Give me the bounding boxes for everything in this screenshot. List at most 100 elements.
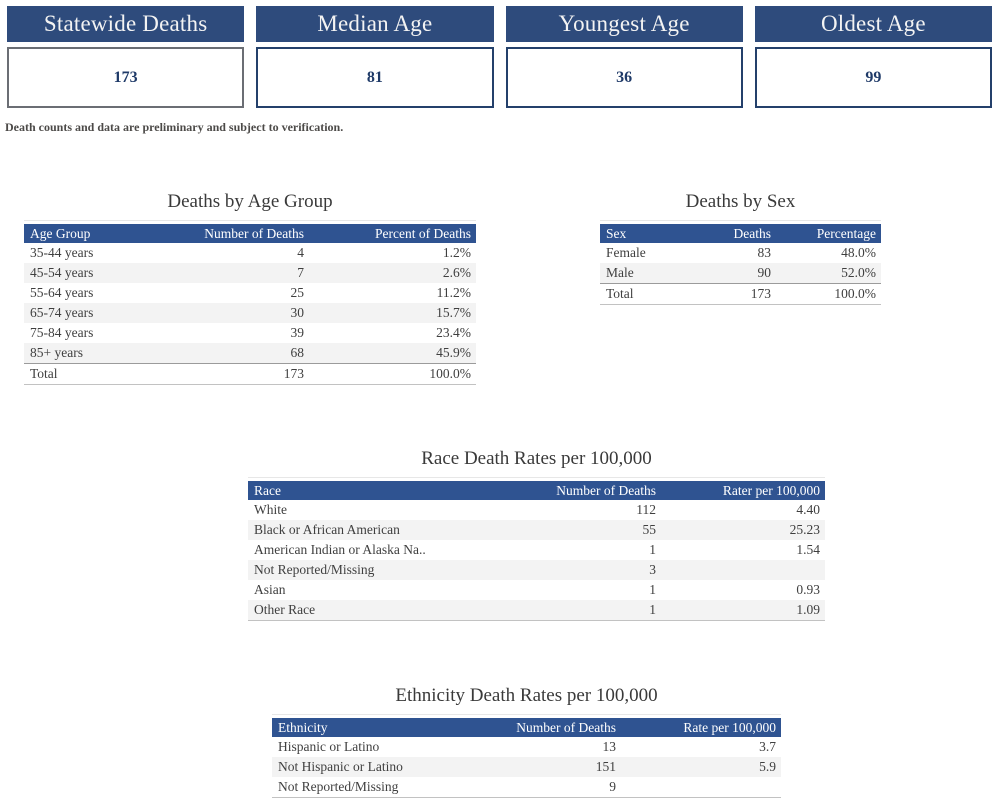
table-cell: 23.4% <box>436 325 471 340</box>
table-cell: 83 <box>757 245 772 260</box>
kpi-value: 173 <box>113 68 138 86</box>
deaths-by-sex-table: Sex Deaths Percentage Female 83 48.0% Male 90 52… <box>600 220 881 305</box>
column-header: Percentage <box>816 225 876 241</box>
table-cell: 55-64 years <box>30 285 94 300</box>
table-cell: 2.6% <box>442 265 471 280</box>
table-header-row: Sex Deaths Percentage <box>600 224 881 243</box>
column-header: Number of Deaths <box>204 225 304 241</box>
table-cell: 1 <box>649 602 656 617</box>
table-cell: 9 <box>609 779 616 794</box>
age-table-title: Deaths by Age Group <box>167 191 333 212</box>
disclaimer-text: Death counts and data are preliminary an… <box>5 120 344 134</box>
table-cell: 48.0% <box>841 245 876 260</box>
table-cell: 112 <box>636 502 656 517</box>
table-cell: American Indian or Alaska Na.. <box>254 542 426 557</box>
table-row[interactable]: White 112 4.40 <box>248 500 825 520</box>
table-header-row: Age Group Number of Deaths Percent of Deat… <box>24 224 476 243</box>
table-cell: Hispanic or Latino <box>278 739 380 754</box>
table-row[interactable]: Total 173 100.0% <box>24 363 476 384</box>
race-death-rates-table: Race Number of Deaths Rater per 100,000 Whi… <box>248 477 825 621</box>
table-cell: 11.2% <box>436 285 471 300</box>
column-header: Deaths <box>733 225 772 241</box>
table-row[interactable]: 85+ years 68 45.9% <box>24 343 476 363</box>
table-cell: 90 <box>757 265 772 280</box>
table-cell: Black or African American <box>254 522 400 537</box>
table-cell: 35-44 years <box>30 245 94 260</box>
table-row[interactable]: Hispanic or Latino 13 3.7 <box>272 737 781 757</box>
table-cell: Other Race <box>254 602 316 617</box>
table-header-row: Race Number of Deaths Rater per 100,000 <box>248 481 825 500</box>
table-row[interactable]: 75-84 years 39 23.4% <box>24 323 476 343</box>
table-row[interactable]: 45-54 years 7 2.6% <box>24 263 476 283</box>
table-cell: 39 <box>290 325 305 340</box>
kpi-title: Oldest Age <box>754 6 992 42</box>
table-cell: 55 <box>642 522 657 537</box>
kpi-value-box[interactable]: 99 <box>754 47 992 108</box>
table-row[interactable]: Not Reported/Missing 9 <box>272 777 781 797</box>
table-cell: 173 <box>283 366 304 381</box>
table-cell: Total <box>606 286 634 301</box>
table-body: 35-44 years 4 1.2% 45-54 years 7 2.6% 55-64 ye… <box>24 243 476 385</box>
column-header: Number of Deaths <box>516 719 616 735</box>
column-header: Age Group <box>30 225 91 241</box>
kpi-title: Statewide Deaths <box>7 6 245 42</box>
table-cell: 45-54 years <box>30 265 94 280</box>
table-row[interactable]: Other Race 1 1.09 <box>248 600 825 620</box>
kpi-card-median-age: Median Age 81 <box>256 6 494 108</box>
table-cell: 1.54 <box>796 542 820 557</box>
kpi-title: Youngest Age <box>505 6 743 42</box>
table-row[interactable]: Not Reported/Missing 3 <box>248 560 825 580</box>
table-row[interactable]: Female 83 48.0% <box>600 243 881 263</box>
kpi-value: 99 <box>865 68 882 86</box>
table-cell: 5.9 <box>759 759 776 774</box>
column-header: Sex <box>606 225 627 241</box>
table-cell: Not Hispanic or Latino <box>278 759 403 774</box>
table-cell: Total <box>30 366 58 381</box>
table-row[interactable]: Total 173 100.0% <box>600 283 881 304</box>
table-body: Female 83 48.0% Male 90 52.0% Total 173 100.0% <box>600 243 881 305</box>
table-row[interactable]: 35-44 years 4 1.2% <box>24 243 476 263</box>
kpi-value: 36 <box>616 68 633 86</box>
table-cell: 75-84 years <box>30 325 94 340</box>
table-cell: 1 <box>649 582 656 597</box>
table-body: Hispanic or Latino 13 3.7 Not Hispanic or L… <box>272 737 781 798</box>
table-cell: 1.2% <box>442 245 471 260</box>
race-table-title: Race Death Rates per 100,000 <box>421 448 652 469</box>
column-header: Number of Deaths <box>556 482 656 498</box>
table-row[interactable]: 65-74 years 30 15.7% <box>24 303 476 323</box>
table-cell: 30 <box>290 305 305 320</box>
table-header-row: Ethnicity Number of Deaths Rate per 100,00… <box>272 718 781 737</box>
table-cell: 100.0% <box>429 366 471 381</box>
table-cell: 45.9% <box>436 345 471 360</box>
kpi-value-box[interactable]: 173 <box>7 47 245 108</box>
table-cell: 100.0% <box>834 286 876 301</box>
table-cell: 52.0% <box>841 265 876 280</box>
kpi-card-statewide-deaths: Statewide Deaths 173 <box>7 6 245 108</box>
table-cell: 25 <box>290 285 305 300</box>
table-row[interactable]: Not Hispanic or Latino 151 5.9 <box>272 757 781 777</box>
table-row[interactable]: American Indian or Alaska Na.. 1 1.54 <box>248 540 825 560</box>
table-cell: 85+ years <box>30 345 83 360</box>
ethnicity-death-rates-table: Ethnicity Number of Deaths Rate per 100,00… <box>272 714 781 798</box>
table-row[interactable]: Male 90 52.0% <box>600 263 881 283</box>
kpi-value-box[interactable]: 81 <box>256 47 494 108</box>
table-cell: 3 <box>649 562 656 577</box>
kpi-value: 81 <box>366 68 383 86</box>
table-cell: 7 <box>297 265 304 280</box>
kpi-card-youngest-age: Youngest Age 36 <box>505 6 743 108</box>
table-row[interactable]: 55-64 years 25 11.2% <box>24 283 476 303</box>
kpi-value-box[interactable]: 36 <box>505 47 743 108</box>
kpi-row: Statewide Deaths 173 Median Age 81 Youngest … <box>7 6 992 108</box>
table-cell: 3.7 <box>759 739 776 754</box>
table-cell: 25.23 <box>789 522 820 537</box>
table-row[interactable]: Black or African American 55 25.23 <box>248 520 825 540</box>
table-cell: 65-74 years <box>30 305 94 320</box>
kpi-title: Median Age <box>256 6 494 42</box>
table-row[interactable]: Asian 1 0.93 <box>248 580 825 600</box>
table-cell: 4.40 <box>796 502 820 517</box>
column-header: Percent of Deaths <box>375 225 471 241</box>
table-cell: 15.7% <box>436 305 471 320</box>
table-cell: Asian <box>254 582 286 597</box>
table-cell: 1 <box>649 542 656 557</box>
